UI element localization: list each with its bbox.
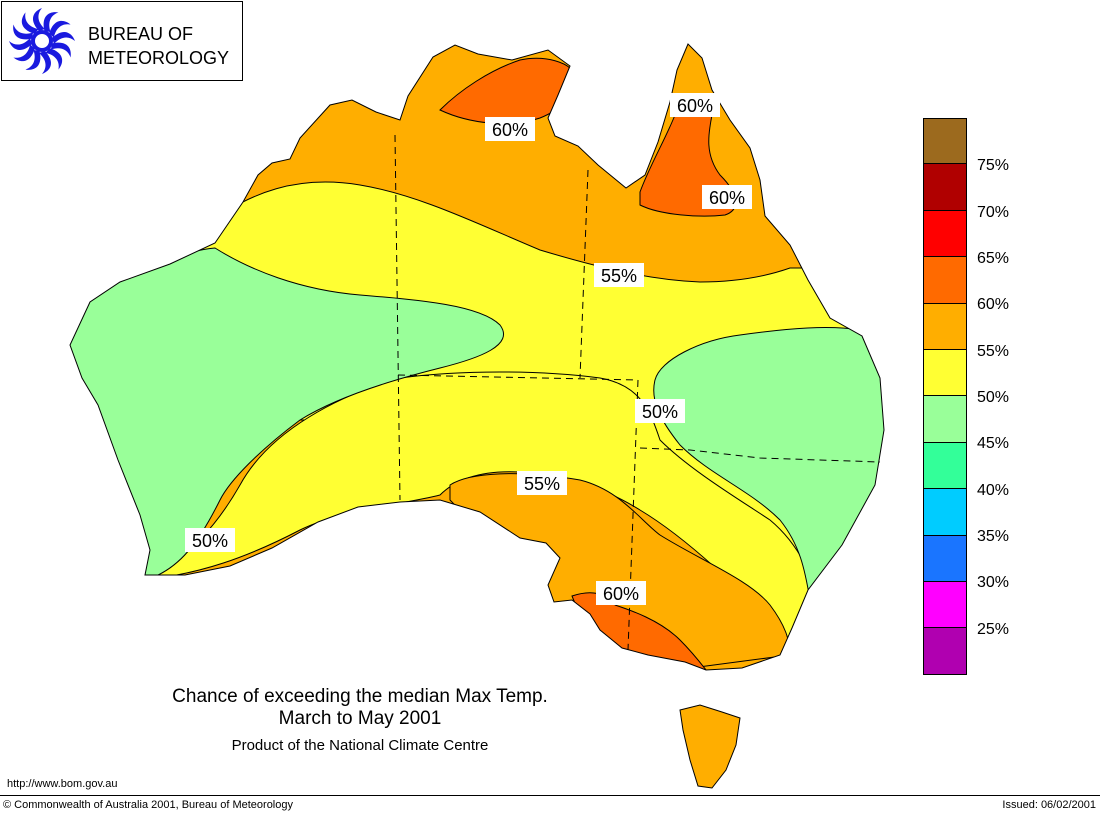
contour-labels: 60% 60% 60% 55% 50% 55% 50% 60%: [185, 93, 752, 605]
legend-label-75: 75%: [977, 157, 1010, 174]
legend-label-45: 45%: [977, 435, 1010, 452]
legend-swatch-25: [923, 582, 967, 629]
svg-text:50%: 50%: [192, 531, 228, 551]
state-boundaries: [394, 134, 881, 651]
legend-label-40: 40%: [977, 482, 1010, 499]
contour-label-60-southeast: 60%: [596, 581, 646, 605]
legend-swatch-50: [923, 350, 967, 397]
logo-line-2: METEOROLOGY: [88, 48, 230, 68]
bom-logo: BUREAU OF METEOROLOGY: [1, 1, 243, 81]
svg-text:55%: 55%: [601, 266, 637, 286]
contour-label-50-southwest: 50%: [185, 528, 235, 552]
legend-label-35: 35%: [977, 528, 1010, 545]
legend-label-60: 60%: [977, 296, 1010, 313]
tasmania: [679, 704, 741, 789]
contour-label-55-central: 55%: [594, 263, 644, 287]
map-caption: Chance of exceeding the median Max Temp.…: [0, 686, 720, 756]
map-title: Chance of exceeding the median Max Temp.: [172, 686, 548, 707]
legend-label-50: 50%: [977, 389, 1010, 406]
legend-swatch-70: [923, 164, 967, 211]
legend-swatch-45: [923, 396, 967, 443]
zone-45-50-east: [653, 327, 884, 601]
svg-text:60%: 60%: [709, 188, 745, 208]
legend-swatch-20: [923, 628, 967, 675]
contour-label-60-top-end: 60%: [485, 117, 535, 141]
legend-swatch-30: [923, 535, 967, 582]
legend-label-70: 70%: [977, 204, 1010, 221]
zone-45-50-west: [70, 247, 504, 581]
legend-label-25: 25%: [977, 621, 1010, 638]
legend-swatch-65: [923, 210, 967, 258]
legend-label-30: 30%: [977, 574, 1010, 591]
contour-label-60-cape-north: 60%: [670, 93, 720, 117]
svg-text:60%: 60%: [603, 584, 639, 604]
svg-text:55%: 55%: [524, 474, 560, 494]
svg-text:60%: 60%: [677, 96, 713, 116]
legend-swatch-35: [923, 489, 967, 536]
legend-swatch-55: [923, 303, 967, 350]
map-period: March to May 2001: [278, 708, 442, 729]
legend-swatch-60: [923, 257, 967, 304]
logo-line-1: BUREAU OF: [88, 24, 194, 44]
legend-label-55: 55%: [977, 343, 1010, 360]
contour-label-55-south: 55%: [517, 471, 567, 495]
legend-label-65: 65%: [977, 250, 1010, 267]
footer-divider: [0, 795, 1100, 796]
copyright-notice: © Commonwealth of Australia 2001, Bureau…: [3, 799, 293, 811]
contour-label-60-cape-south: 60%: [702, 185, 752, 209]
legend-swatch-75: [923, 118, 967, 165]
bom-url-link[interactable]: http://www.bom.gov.au: [7, 778, 118, 790]
bom-logo-text: BUREAU OF METEOROLOGY: [88, 22, 229, 70]
svg-text:60%: 60%: [492, 120, 528, 140]
map-product-note: Product of the National Climate Centre: [231, 737, 489, 754]
svg-text:50%: 50%: [642, 402, 678, 422]
legend-swatch-40: [923, 442, 967, 490]
contour-label-50-east: 50%: [635, 399, 685, 423]
bom-spiral-logo-icon: [9, 8, 75, 74]
issued-date: Issued: 06/02/2001: [1002, 799, 1096, 811]
